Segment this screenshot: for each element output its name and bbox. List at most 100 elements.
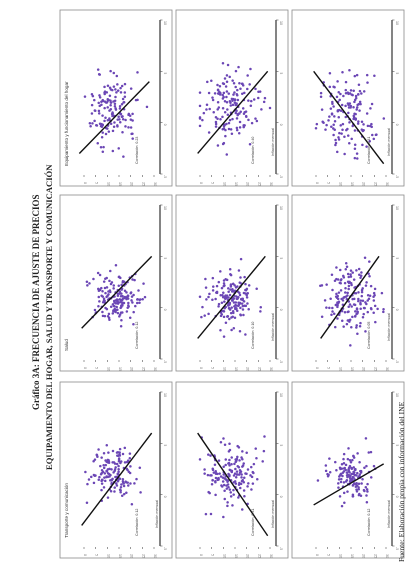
data-point bbox=[242, 300, 246, 303]
data-point bbox=[103, 106, 106, 110]
data-point bbox=[346, 457, 350, 461]
data-point bbox=[364, 330, 367, 333]
data-point bbox=[353, 143, 357, 147]
data-point bbox=[354, 310, 357, 313]
data-point bbox=[103, 85, 106, 89]
data-point bbox=[228, 293, 232, 297]
data-point bbox=[336, 305, 339, 309]
data-point bbox=[224, 305, 227, 309]
data-point bbox=[344, 261, 348, 265]
data-point bbox=[250, 121, 254, 125]
data-point bbox=[353, 98, 357, 102]
data-point bbox=[118, 315, 121, 318]
y-tick-label: 5 bbox=[95, 367, 99, 369]
data-point bbox=[222, 279, 226, 282]
data-point bbox=[337, 90, 340, 94]
data-point bbox=[118, 118, 121, 121]
data-point bbox=[240, 473, 243, 476]
data-point bbox=[217, 280, 221, 284]
data-point bbox=[219, 475, 223, 478]
data-point bbox=[246, 485, 249, 488]
data-point bbox=[237, 65, 240, 69]
x-tick-label: 5 bbox=[163, 444, 167, 446]
data-point bbox=[332, 133, 335, 137]
data-point bbox=[341, 471, 345, 474]
data-point bbox=[237, 132, 241, 135]
data-point bbox=[234, 476, 238, 479]
data-point bbox=[233, 480, 237, 483]
data-point bbox=[343, 152, 346, 156]
data-point bbox=[342, 461, 346, 465]
data-point bbox=[123, 82, 127, 86]
y-tick-label: 30 bbox=[269, 554, 273, 558]
data-point bbox=[211, 276, 215, 280]
data-point bbox=[357, 488, 360, 491]
data-point bbox=[109, 108, 113, 111]
data-point bbox=[239, 257, 243, 261]
data-point bbox=[324, 128, 327, 131]
y-tick-label: 5 bbox=[95, 182, 99, 184]
data-point bbox=[347, 111, 350, 115]
data-point bbox=[252, 98, 256, 101]
y-tick-label: 0 bbox=[199, 182, 203, 184]
data-point bbox=[372, 291, 376, 295]
data-point bbox=[136, 71, 139, 74]
data-point bbox=[252, 462, 256, 466]
x-tick-label: -5 bbox=[395, 360, 399, 363]
data-point bbox=[380, 291, 384, 295]
data-point bbox=[369, 284, 373, 288]
data-point bbox=[103, 314, 107, 318]
data-point bbox=[232, 493, 235, 496]
panel-frame bbox=[59, 194, 173, 372]
data-point bbox=[225, 74, 229, 77]
data-point bbox=[121, 304, 124, 307]
data-point bbox=[225, 278, 229, 282]
data-point bbox=[207, 91, 211, 95]
data-point bbox=[340, 132, 343, 135]
data-point bbox=[103, 119, 106, 123]
data-point bbox=[229, 283, 233, 286]
data-point bbox=[225, 296, 228, 300]
data-point bbox=[109, 490, 113, 493]
data-point bbox=[226, 501, 229, 504]
data-point bbox=[114, 302, 118, 305]
data-point bbox=[333, 279, 337, 283]
y-tick-label: 30 bbox=[269, 182, 273, 186]
data-point bbox=[228, 458, 231, 462]
data-point bbox=[101, 150, 105, 154]
data-point bbox=[342, 452, 346, 456]
data-point bbox=[101, 114, 104, 117]
data-point bbox=[102, 280, 106, 283]
data-point bbox=[90, 112, 94, 115]
data-point bbox=[360, 92, 363, 95]
data-point bbox=[241, 92, 244, 95]
data-point bbox=[97, 112, 101, 115]
data-point bbox=[117, 460, 121, 463]
data-point bbox=[232, 93, 235, 96]
data-point bbox=[112, 125, 116, 129]
data-point bbox=[115, 305, 118, 309]
data-point bbox=[102, 145, 105, 149]
x-tick-label: 5 bbox=[395, 257, 399, 259]
data-point bbox=[353, 74, 357, 78]
data-point bbox=[260, 108, 263, 111]
data-point bbox=[357, 482, 361, 486]
y-tick-label: 10 bbox=[106, 182, 110, 186]
data-point bbox=[131, 301, 134, 304]
panel-title: Transporte y comunicación bbox=[64, 483, 69, 538]
data-point bbox=[241, 465, 244, 468]
data-point bbox=[262, 449, 266, 453]
data-point bbox=[335, 292, 338, 296]
data-point bbox=[364, 284, 368, 287]
data-point bbox=[214, 116, 218, 119]
data-point bbox=[328, 306, 331, 310]
data-point bbox=[214, 125, 218, 128]
data-point bbox=[93, 119, 96, 123]
data-point bbox=[347, 305, 350, 309]
data-point bbox=[335, 469, 338, 472]
data-point bbox=[98, 288, 102, 292]
data-point bbox=[367, 272, 370, 275]
data-point bbox=[382, 117, 386, 120]
trend-line bbox=[320, 255, 380, 339]
